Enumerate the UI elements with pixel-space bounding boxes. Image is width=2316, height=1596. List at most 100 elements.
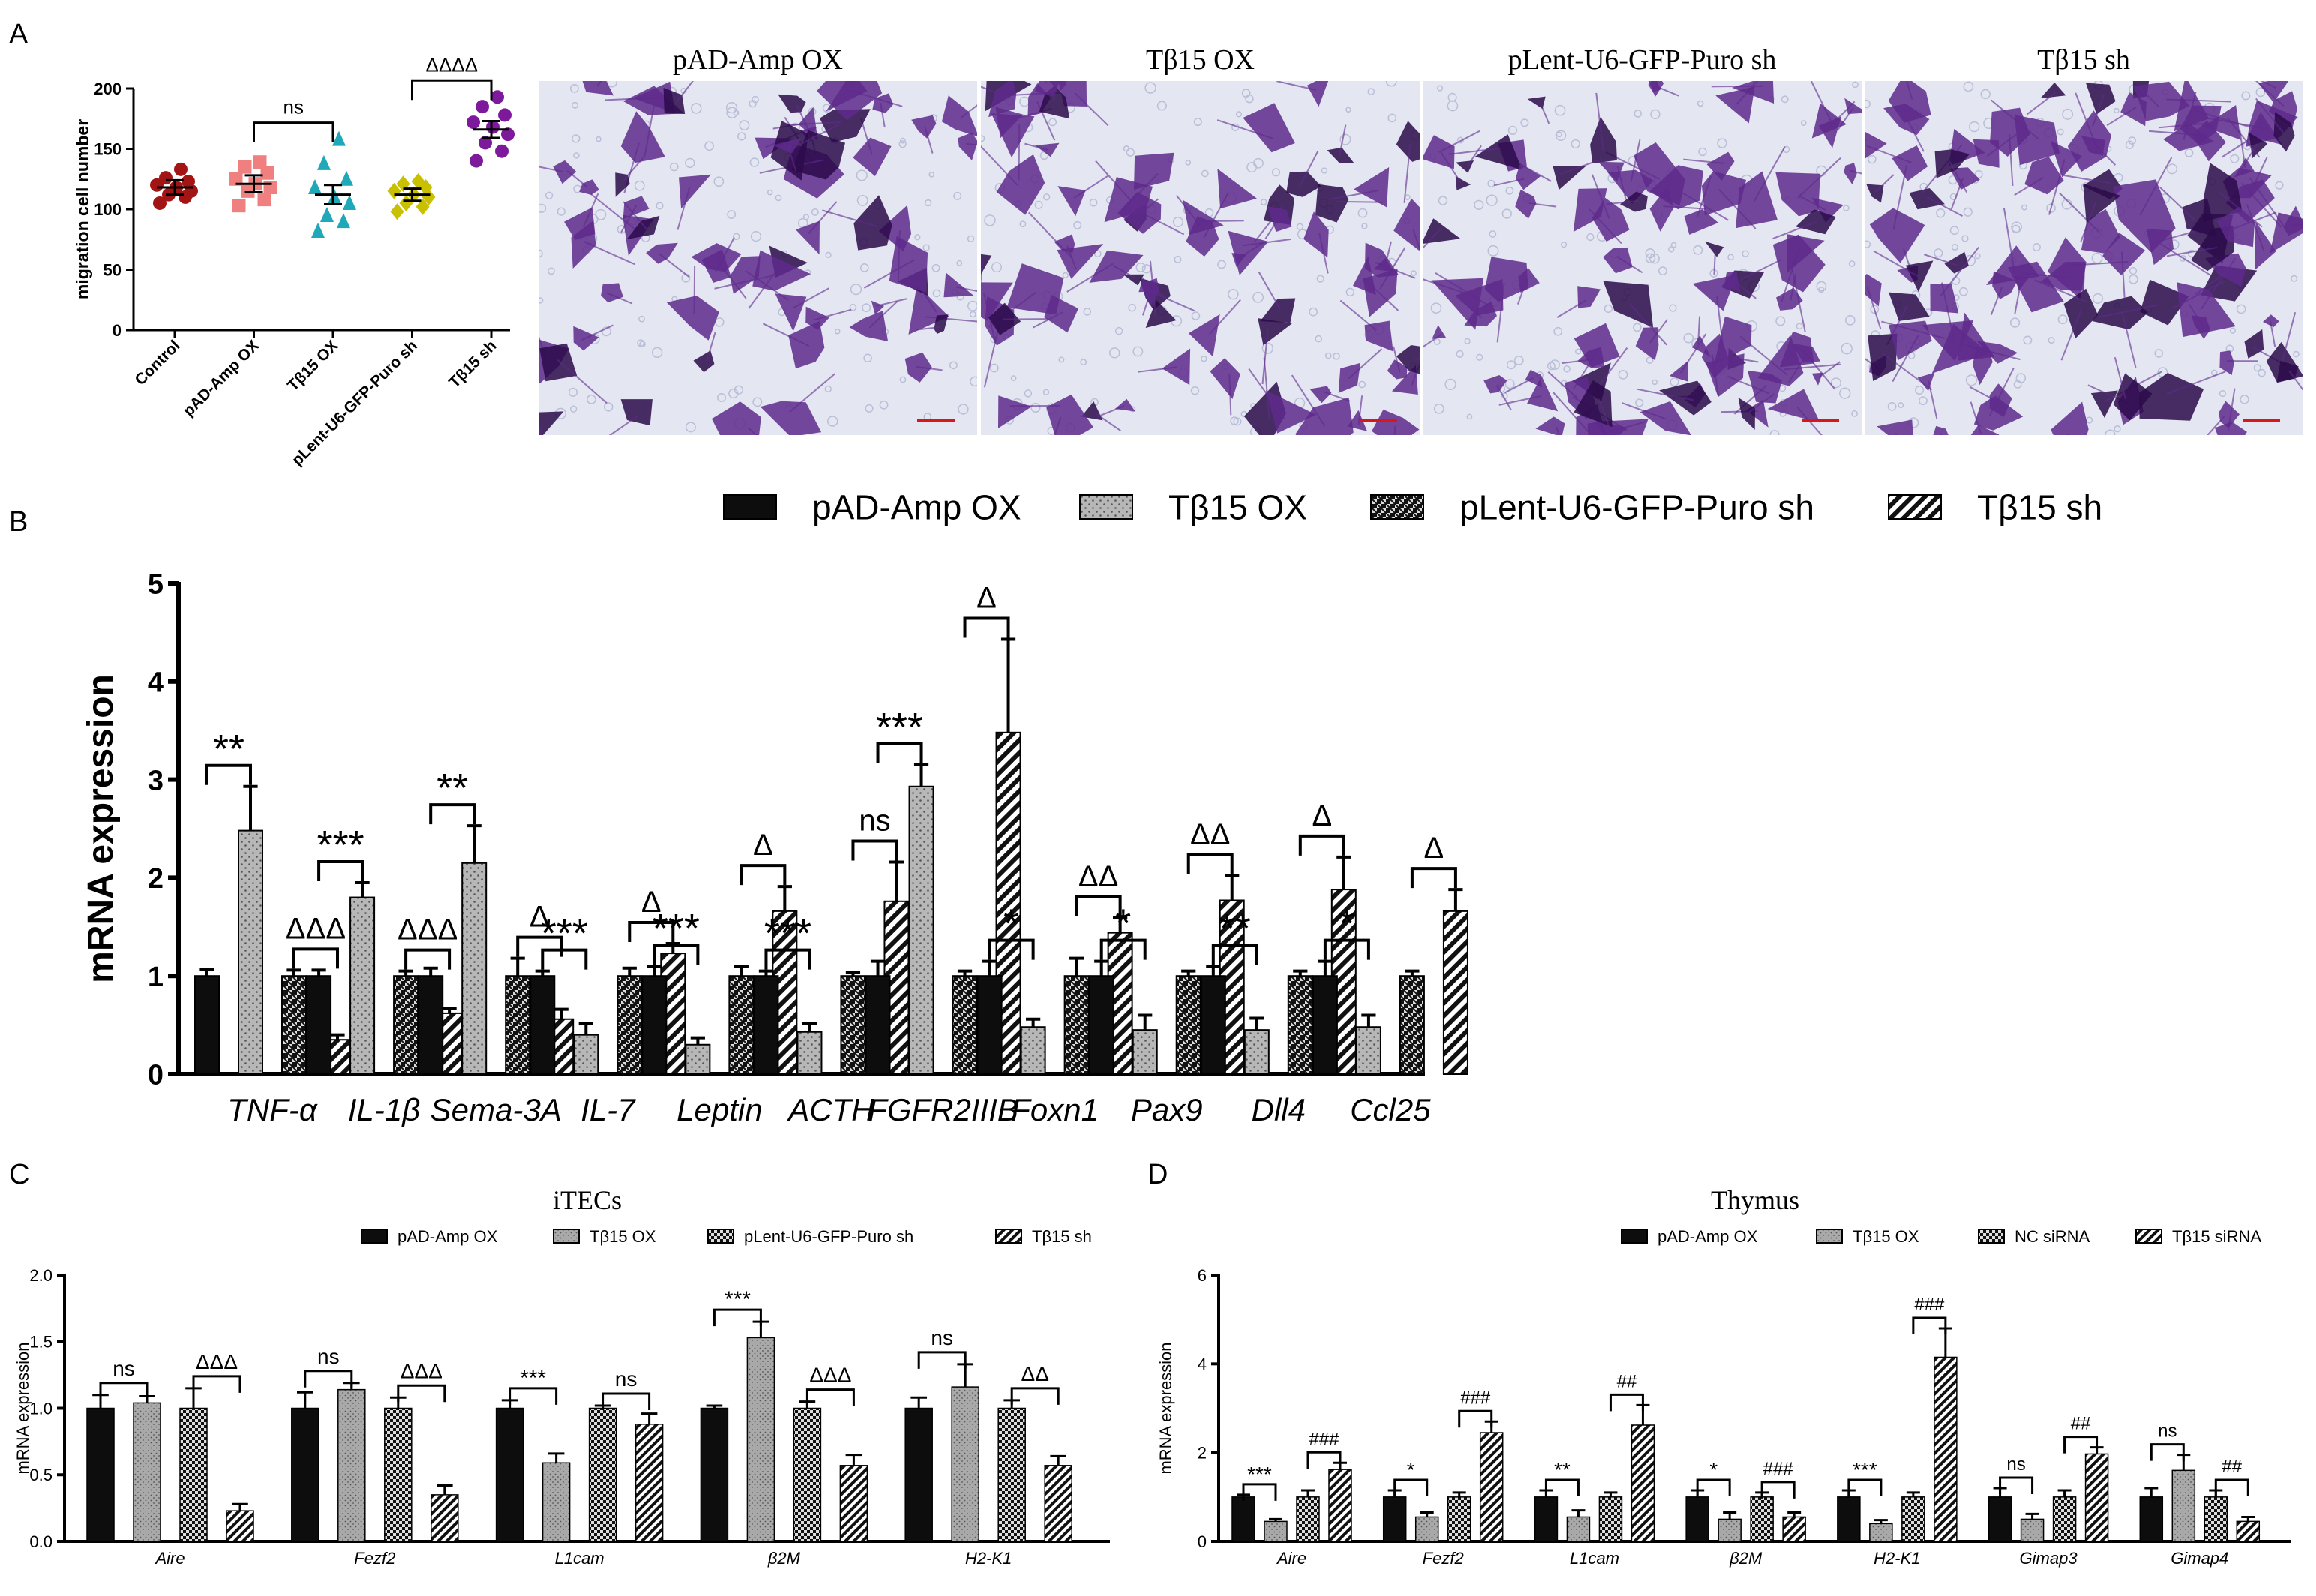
micrograph-cell [752,250,812,291]
micrograph-pore [596,136,602,142]
micrograph-pore [1430,302,1442,314]
micrograph-pore [572,134,580,143]
micrograph-cell [2246,100,2298,147]
significance-bracket [806,1388,855,1406]
micrograph-pore [1575,348,1582,355]
micrograph-pore [1388,113,1397,123]
micrograph-pore [1447,100,1459,112]
micrograph-cell [1035,81,1060,97]
bar-t-15-ox [573,1034,599,1076]
micrograph-cell [854,195,892,250]
micrograph-pore [2092,292,2103,304]
micrograph-pore [538,249,543,258]
bar-t-15-sh [430,1494,459,1542]
significance-label: ### [1914,1294,1945,1315]
micrograph-process [2269,320,2276,347]
micrograph-process [924,126,934,154]
panel-a-x-tick-label: pAD-Amp OX [180,337,262,419]
micrograph-cell [1353,167,1390,208]
x-category-label: Aire [1276,1549,1306,1568]
micrograph-cell [2082,169,2122,200]
micrograph-process [2139,157,2173,216]
micrograph-pore [1965,374,1978,386]
micrograph-pore [1868,154,1876,164]
micrograph-title: Tβ15 OX [1146,44,1255,76]
micrograph-cell [1081,401,1103,421]
micrograph-pore [656,202,664,210]
micrograph-cells [1864,81,2302,435]
micrograph-cell [2102,232,2145,275]
micrograph-pore [669,162,679,172]
micrograph-cell [1432,325,1447,339]
micrograph-cell [1396,345,1420,374]
chart-title: Thymus [1711,1185,1799,1215]
micrograph-process [1616,166,1627,200]
bar-pad-amp-ox [904,1407,933,1542]
micrograph-pore [1632,322,1642,332]
significance-label: *** [1247,1462,1272,1486]
micrograph-process [1595,92,1604,151]
micrograph-process [606,292,633,304]
micrograph-process [2246,204,2265,251]
micrograph-cell [646,242,678,264]
panel-a-significance-bracket [253,122,334,142]
micrograph-cell [2283,206,2302,236]
micrograph-process [1448,147,1501,155]
panel-letter-d: D [1148,1159,1168,1190]
micrograph-pore [967,235,975,243]
micrograph-pore [1190,386,1200,395]
micrograph-pore [1502,208,1512,219]
micrograph-pore [1646,356,1654,364]
micrograph-pore [716,393,727,403]
micrograph-cell [622,196,650,220]
legend-swatch [1370,494,1424,520]
micrograph-pore [1466,413,1473,420]
panel-a-data-point [182,174,195,188]
micrograph-cell [1745,399,1768,428]
micrograph-cell [1316,184,1349,223]
micrograph-cell [1210,358,1240,399]
micrograph-cell [2140,279,2189,326]
micrograph-pore [748,100,757,108]
micrograph-pore [1830,377,1841,388]
legend-swatch [1621,1228,1648,1244]
micrograph-pore [2011,224,2020,234]
legend-swatch [1079,494,1133,520]
bar-plent-u6-gfp-puro-sh [998,1407,1026,1542]
micrograph-cell [2014,275,2030,291]
micrograph-cell [1989,383,2012,418]
micrograph-cell [911,115,937,139]
micrograph-cell [2113,373,2152,421]
micrograph-pore [824,385,832,393]
micrograph-cell [2080,208,2120,254]
bar-t-15-ox [461,862,488,1076]
micrograph-cell [1724,271,1741,292]
micrograph-cell [2203,105,2241,140]
micrograph-pore [586,394,596,404]
significance-label: ΔΔΔ [398,914,458,946]
micrograph-pore [569,405,578,412]
micrograph-process [2148,130,2208,136]
significance-bracket [764,948,812,970]
micrograph-pore [924,199,932,207]
micrograph-process [762,322,810,347]
micrograph-cell [2254,221,2276,271]
micrograph-process [2206,415,2225,435]
micrograph-pore [1974,253,1981,260]
micrograph-pore [685,158,695,169]
micrograph-cell [1145,299,1177,328]
micrograph-pore [2057,314,2068,325]
significance-label: Δ [641,886,662,919]
micrograph-process [1156,293,1196,312]
micrograph-pore [1309,307,1318,316]
micrograph-process [1493,178,1525,187]
micrograph-process [590,193,638,232]
micrograph-pore [739,120,750,130]
micrograph-process [1318,232,1329,274]
bar-t-15-ox [1244,1029,1270,1076]
bar-t-15-ox [542,1462,571,1542]
panel-a-data-point [238,160,252,174]
legend-swatch [995,1228,1022,1244]
micrograph-cell [1603,247,1633,274]
micrograph-cell [1706,152,1735,182]
